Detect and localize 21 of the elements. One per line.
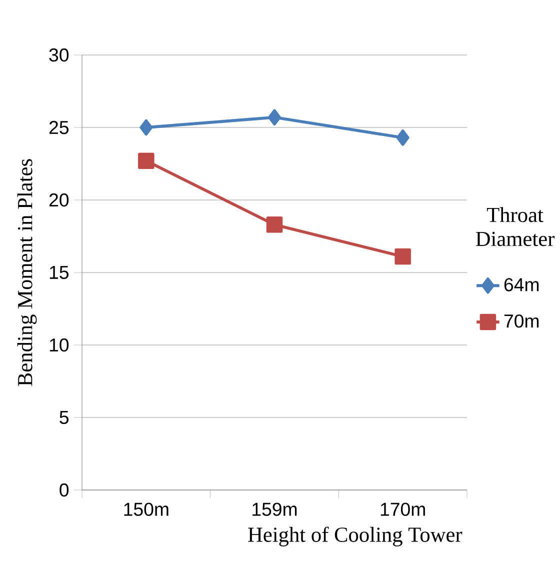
legend-title: Throat Diameter — [476, 207, 554, 246]
x-tick-label: 170m — [380, 502, 425, 516]
x-tick-label: 150m — [124, 502, 168, 516]
y-tick-label: 10 — [50, 338, 68, 352]
x-tick-label: 159m — [252, 502, 296, 516]
y-tick-label: 15 — [50, 266, 68, 280]
point — [138, 152, 154, 169]
y-tick-label: 5 — [60, 410, 68, 424]
y-tick-label: 20 — [49, 193, 68, 207]
x-axis-title: Height of Cooling Tower — [248, 526, 462, 546]
legend-label: 64m — [504, 278, 538, 292]
point — [268, 109, 281, 126]
point — [140, 119, 152, 136]
y-tick-label: 0 — [59, 483, 68, 497]
point — [396, 130, 410, 146]
point — [266, 216, 282, 233]
y-axis-title: Bending Moment in Plates — [17, 159, 37, 386]
y-tick-label: 25 — [49, 120, 68, 134]
legend-label: 70m — [504, 314, 538, 328]
point — [394, 248, 411, 265]
y-tick-label: 30 — [49, 48, 68, 62]
